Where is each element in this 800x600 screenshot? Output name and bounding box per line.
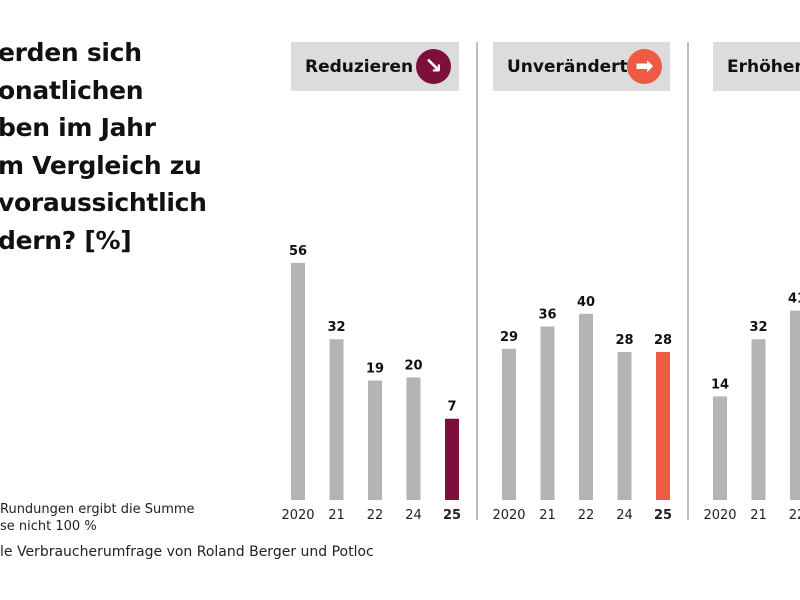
data-label: 14 xyxy=(711,377,729,392)
data-label: 28 xyxy=(654,333,672,348)
bar xyxy=(406,377,421,500)
bar xyxy=(579,313,593,500)
bar xyxy=(656,351,670,500)
tick-label: 25 xyxy=(443,508,461,523)
bar xyxy=(540,326,555,500)
tick-label: 22 xyxy=(578,508,595,523)
tick-label: 22 xyxy=(367,508,384,523)
data-label: 32 xyxy=(327,320,345,335)
tick-label: 2020 xyxy=(703,508,736,523)
arrow-down-right-icon: ↘ xyxy=(416,49,451,84)
source-note: le Verbraucherumfrage von Roland Berger … xyxy=(0,544,374,560)
data-label: 20 xyxy=(404,358,422,373)
bar xyxy=(368,380,382,500)
bar xyxy=(329,339,344,500)
bar xyxy=(502,348,516,500)
tick-label: 21 xyxy=(539,508,556,523)
panel-header-erhoehen: Erhöhen xyxy=(713,42,800,91)
panel-divider xyxy=(476,42,478,520)
tick-label: 2020 xyxy=(281,508,314,523)
data-label: 32 xyxy=(749,320,767,335)
panel-divider xyxy=(687,42,689,520)
tick-label: 2020 xyxy=(492,508,525,523)
tick-label: 25 xyxy=(654,508,672,523)
data-label: 29 xyxy=(500,330,518,345)
data-label: 41 xyxy=(788,292,800,307)
title-line: voraussichtlich xyxy=(0,188,207,217)
panel-title: Erhöhen xyxy=(727,56,800,77)
chart-title: erden sich onatlichen ben im Jahr m Verg… xyxy=(0,34,207,259)
panel-header-unveraendert: Unverändert ➡ xyxy=(493,42,670,91)
data-label: 56 xyxy=(289,244,307,259)
title-line: erden sich xyxy=(0,38,142,67)
bar xyxy=(291,262,305,500)
bar xyxy=(713,396,727,500)
data-label: 40 xyxy=(577,295,595,310)
title-line: m Vergleich zu xyxy=(0,150,202,180)
footnote-line: se nicht 100 % xyxy=(0,519,97,534)
title-line: onatlichen xyxy=(0,75,144,105)
data-label: 7 xyxy=(447,400,456,415)
panel-header-reduzieren: Reduzieren ↘ xyxy=(291,42,459,91)
tick-label: 21 xyxy=(328,508,345,523)
tick-label: 21 xyxy=(750,508,767,523)
bar xyxy=(445,418,459,500)
panel-title: Reduzieren xyxy=(305,56,414,77)
tick-label: 22 xyxy=(789,508,800,523)
bar xyxy=(617,351,632,500)
footnote-line: Rundungen ergibt die Summe xyxy=(0,502,195,517)
title-line: ben im Jahr xyxy=(0,113,156,142)
data-label: 36 xyxy=(538,308,556,323)
arrow-right-icon: ➡ xyxy=(627,49,662,84)
tick-label: 24 xyxy=(616,508,633,523)
title-line: dern? [%] xyxy=(0,225,132,255)
bar xyxy=(790,310,800,500)
data-label: 28 xyxy=(615,333,633,348)
panel-title: Unverändert xyxy=(507,56,628,77)
data-label: 19 xyxy=(366,362,384,377)
bar xyxy=(751,339,766,500)
tick-label: 24 xyxy=(405,508,422,523)
